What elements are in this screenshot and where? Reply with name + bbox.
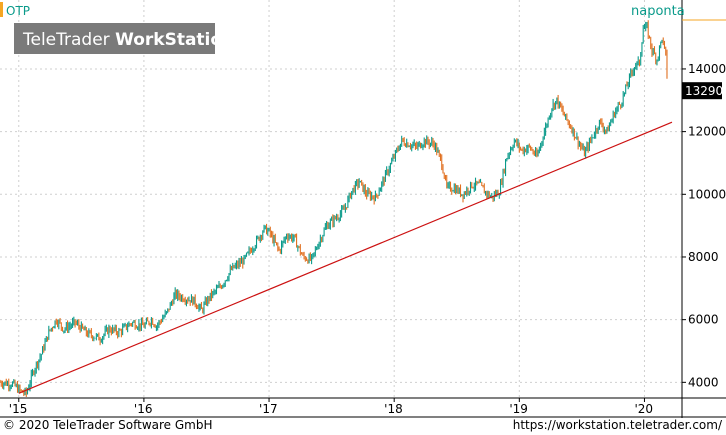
x-tick-label: '16 xyxy=(134,402,153,416)
watermark-light: TeleTrader xyxy=(22,30,115,50)
watermark-logo: TeleTrader WorkStation xyxy=(14,23,234,54)
last-price-badge: 13290 xyxy=(682,82,723,100)
plot-background xyxy=(0,0,726,418)
x-tick-label: '18 xyxy=(384,402,403,416)
svg-text:TeleTrader WorkStation: TeleTrader WorkStation xyxy=(22,30,234,50)
symbol-label[interactable]: OTP xyxy=(6,4,30,18)
x-tick-label: '19 xyxy=(509,402,528,416)
x-tick-label: '20 xyxy=(634,402,653,416)
trendline[interactable] xyxy=(18,121,673,394)
watermark-bold: WorkStation xyxy=(115,30,234,50)
period-label[interactable]: naponta xyxy=(631,4,685,19)
axes xyxy=(0,0,726,418)
y-tick-label: 8000 xyxy=(688,250,719,264)
last-price-value: 13290 xyxy=(685,84,723,98)
y-tick-label: 12000 xyxy=(688,125,726,139)
x-tick-label: '15 xyxy=(9,402,28,416)
y-tick-label: 14000 xyxy=(688,62,726,76)
y-tick-label: 10000 xyxy=(688,187,726,201)
grid-lines xyxy=(0,0,682,398)
symbol-marker xyxy=(0,2,3,17)
y-tick-label: 6000 xyxy=(688,313,719,327)
y-axis-labels: 4000 6000 8000 10000 12000 14000 xyxy=(682,62,726,389)
x-tick-label: '17 xyxy=(259,402,278,416)
price-bars xyxy=(0,20,668,398)
x-axis-labels: '15 '16 '17 '18 '19 '20 xyxy=(9,398,653,416)
source-url[interactable]: https://workstation.teletrader.com/ xyxy=(512,418,722,432)
copyright-text: © 2020 TeleTrader Software GmbH xyxy=(3,418,213,432)
y-tick-label: 4000 xyxy=(688,375,719,389)
